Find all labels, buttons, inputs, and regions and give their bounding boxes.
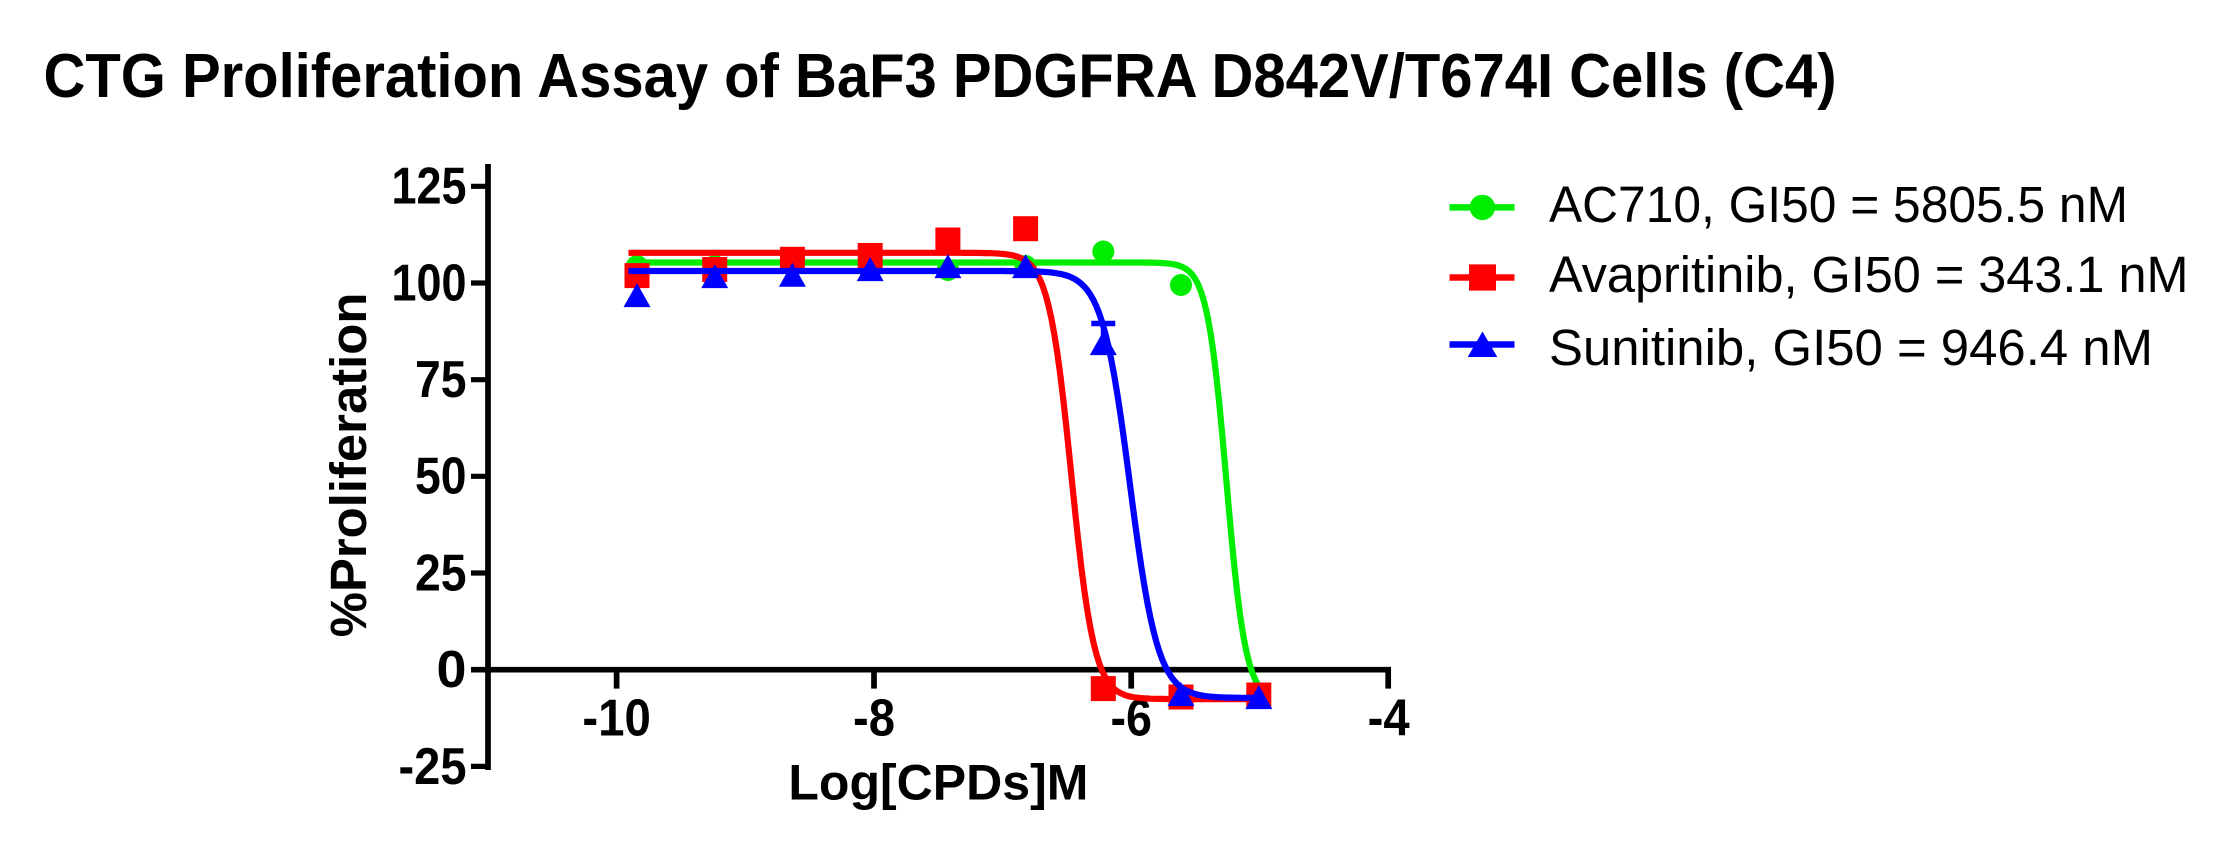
svg-text:0: 0 xyxy=(437,640,467,698)
svg-text:-25: -25 xyxy=(399,737,467,795)
svg-text:-4: -4 xyxy=(1368,689,1410,747)
svg-text:25: 25 xyxy=(415,543,467,601)
svg-text:100: 100 xyxy=(392,253,467,311)
svg-text:-8: -8 xyxy=(853,689,895,747)
svg-text:Avapritinib, GI50 = 343.1 nM: Avapritinib, GI50 = 343.1 nM xyxy=(1549,246,2189,303)
svg-text:AC710, GI50 = 5805.5 nM: AC710, GI50 = 5805.5 nM xyxy=(1549,176,2128,233)
svg-text:50: 50 xyxy=(415,447,467,505)
svg-text:Log[CPDs]M: Log[CPDs]M xyxy=(788,755,1088,811)
svg-text:CTG Proliferation Assay of BaF: CTG Proliferation Assay of BaF3 PDGFRA D… xyxy=(44,42,1837,111)
svg-text:%Proliferation: %Proliferation xyxy=(320,293,377,638)
svg-text:125: 125 xyxy=(392,157,467,215)
svg-text:Sunitinib, GI50 = 946.4 nM: Sunitinib, GI50 = 946.4 nM xyxy=(1549,319,2153,376)
svg-text:75: 75 xyxy=(415,350,467,408)
svg-text:-10: -10 xyxy=(582,689,651,747)
